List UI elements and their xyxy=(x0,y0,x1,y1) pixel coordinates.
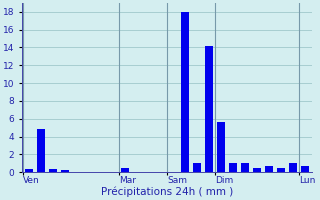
Bar xyxy=(229,163,237,172)
Bar xyxy=(181,12,189,172)
Bar xyxy=(37,129,45,172)
Bar xyxy=(121,168,129,172)
X-axis label: Précipitations 24h ( mm ): Précipitations 24h ( mm ) xyxy=(101,187,233,197)
Bar xyxy=(193,163,201,172)
Bar xyxy=(265,166,273,172)
Bar xyxy=(301,166,309,172)
Bar xyxy=(253,168,261,172)
Bar xyxy=(61,170,69,172)
Bar xyxy=(217,122,225,172)
Bar xyxy=(277,168,285,172)
Bar xyxy=(49,169,57,172)
Bar xyxy=(289,163,297,172)
Bar xyxy=(241,163,249,172)
Bar xyxy=(25,169,33,172)
Bar xyxy=(205,46,213,172)
